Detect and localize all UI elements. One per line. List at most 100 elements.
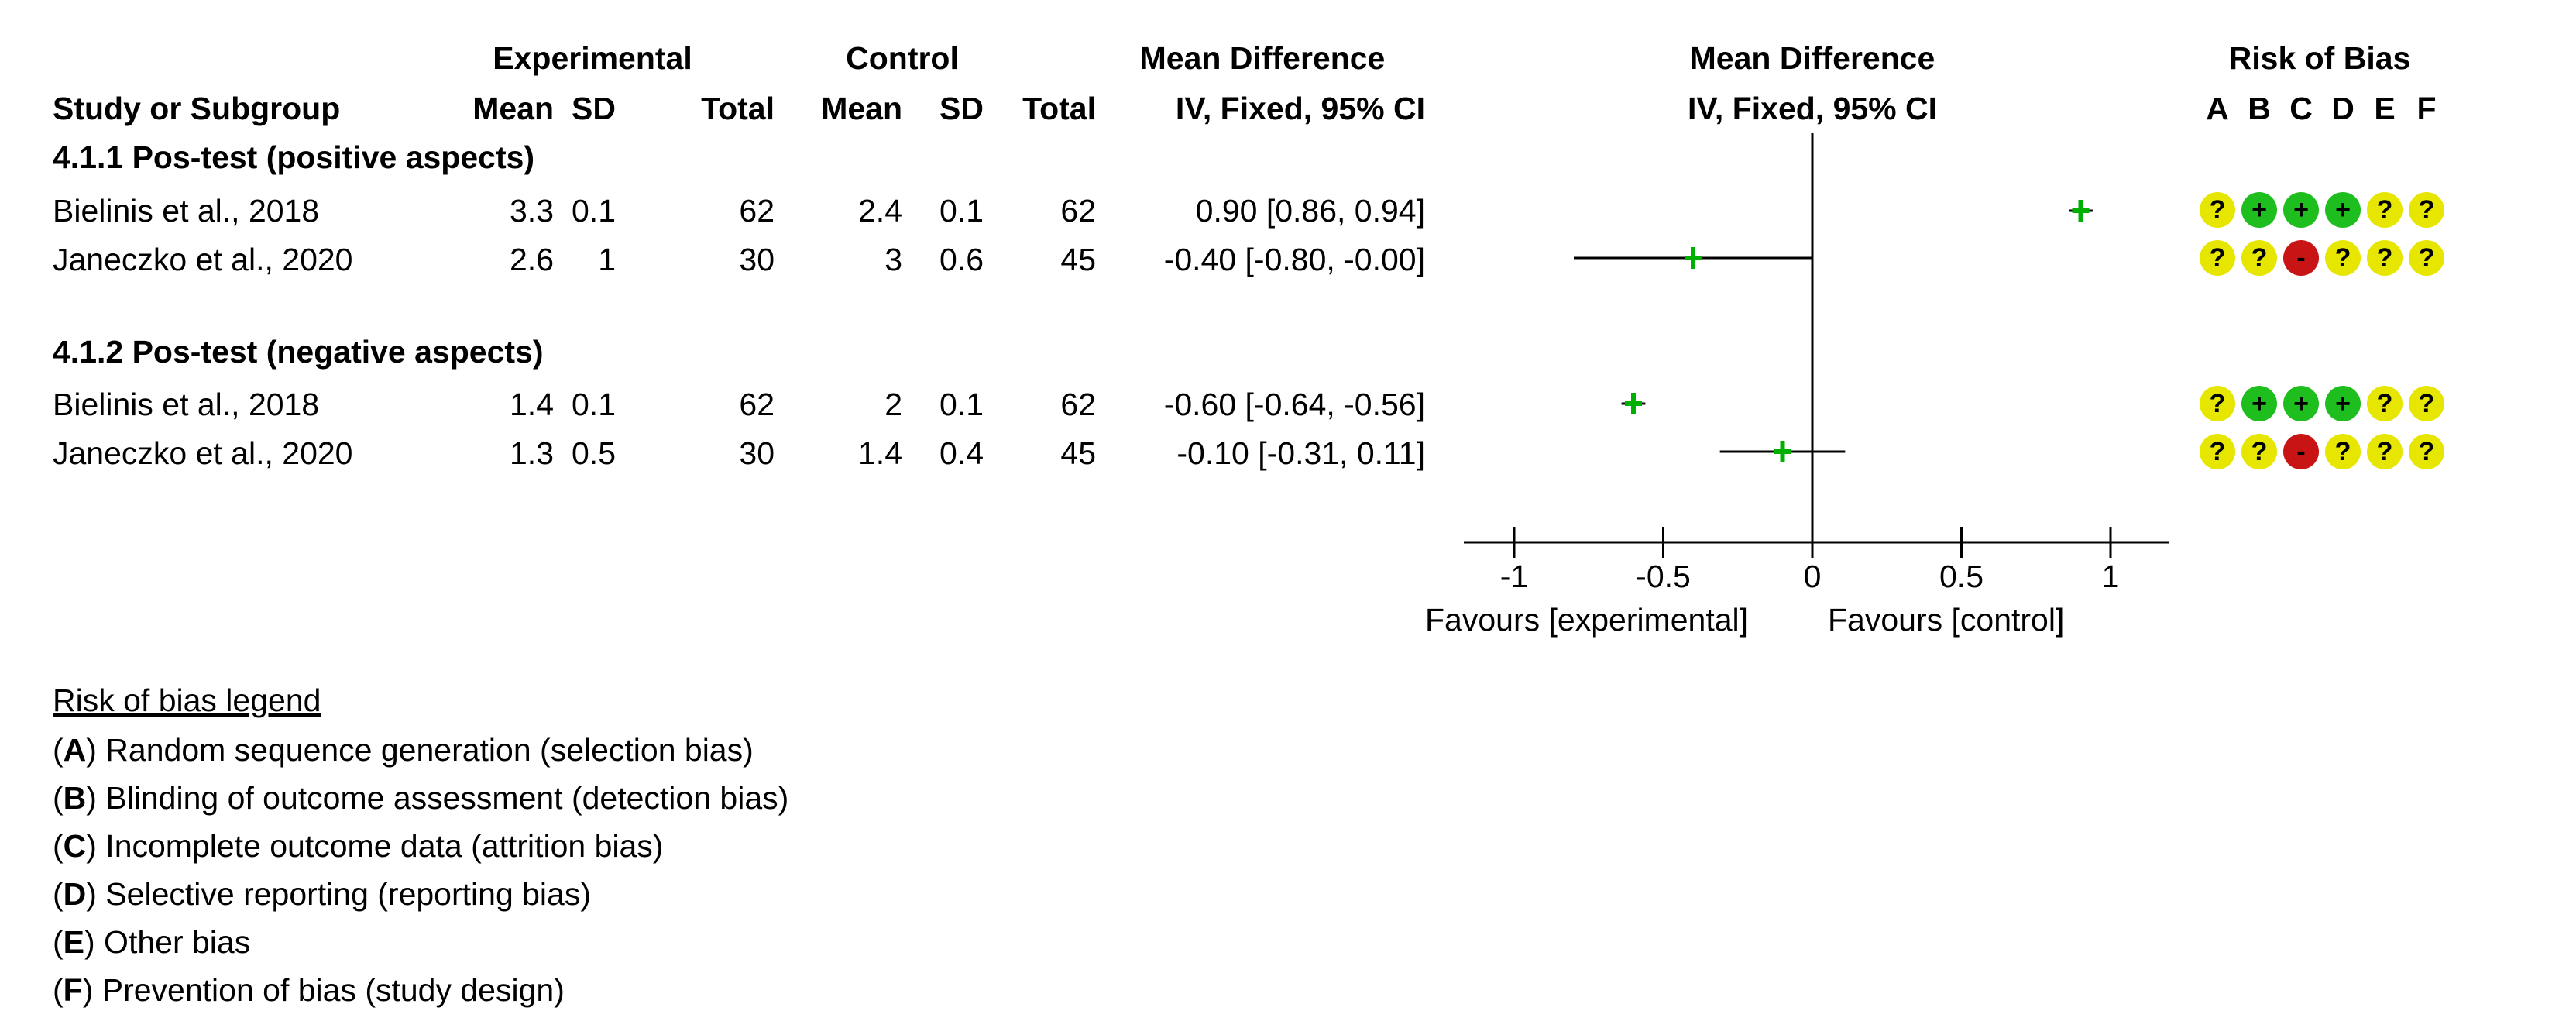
ctl-mean: 2 — [884, 387, 902, 422]
legend-text: ) Random sequence generation (selection … — [86, 732, 754, 768]
legend-text: ) Blinding of outcome assessment (detect… — [86, 780, 789, 816]
exp-sd: 0.1 — [572, 387, 616, 422]
rob-unclear-icon: ? — [2367, 192, 2403, 228]
point-estimate-v — [2078, 200, 2083, 222]
ctl-mean: 3 — [884, 242, 902, 277]
legend-letter: F — [63, 972, 83, 1008]
ctl-total: 62 — [1060, 193, 1096, 229]
study-name: Janeczko et al., 2020 — [53, 435, 353, 471]
rob-unclear-icon: ? — [2325, 240, 2361, 276]
effect-estimate: -0.40 [-0.80, -0.00] — [1163, 242, 1425, 277]
rob-unclear-icon: ? — [2409, 434, 2444, 469]
legend-text: ) Selective reporting (reporting bias) — [86, 876, 592, 912]
legend-item: (D) Selective reporting (reporting bias) — [53, 876, 592, 912]
header-exp-sd: SD — [572, 91, 616, 126]
x-tick-label: 0 — [1804, 559, 1822, 594]
ctl-sd: 0.4 — [939, 435, 984, 471]
legend-letter: E — [63, 924, 85, 960]
rob-low-icon: + — [2241, 386, 2277, 421]
rob-letter-d: D — [2331, 91, 2354, 126]
header-control: Control — [846, 40, 959, 76]
effect-estimate: -0.10 [-0.31, 0.11] — [1176, 435, 1425, 471]
rob-unclear-icon: ? — [2241, 240, 2277, 276]
legend-text: ) Prevention of bias (study design) — [82, 972, 565, 1008]
exp-total: 30 — [739, 242, 775, 277]
subgroup-title-negative: 4.1.2 Pos-test (negative aspects) — [53, 334, 544, 370]
rob-letter-e: E — [2374, 91, 2396, 126]
rob-unclear-icon: ? — [2200, 240, 2235, 276]
ctl-sd: 0.1 — [939, 387, 984, 422]
x-tick-label: -0.5 — [1636, 559, 1691, 594]
legend-letter: A — [63, 732, 87, 768]
exp-sd: 1 — [598, 242, 616, 277]
exp-total: 62 — [739, 387, 775, 422]
favours-control-label: Favours [control] — [1828, 602, 2065, 638]
rob-low-icon: + — [2283, 192, 2319, 228]
effect-estimate: 0.90 [0.86, 0.94] — [1195, 193, 1425, 229]
exp-mean: 1.4 — [510, 387, 554, 422]
effect-estimate: -0.60 [-0.64, -0.56] — [1163, 387, 1425, 422]
rob-letter-b: B — [2248, 91, 2271, 126]
study-name: Bielinis et al., 2018 — [53, 387, 320, 422]
ctl-total: 62 — [1060, 387, 1096, 422]
header-ctl-sd: SD — [939, 91, 984, 126]
header-experimental: Experimental — [493, 40, 692, 76]
rob-unclear-icon: ? — [2367, 386, 2403, 421]
exp-total: 30 — [739, 435, 775, 471]
point-estimate-v — [1691, 247, 1695, 269]
ctl-mean: 1.4 — [858, 435, 902, 471]
legend-letter: D — [63, 876, 87, 912]
rob-unclear-icon: ? — [2200, 192, 2235, 228]
rob-unclear-icon: ? — [2409, 386, 2444, 421]
rob-high-icon: - — [2283, 434, 2319, 469]
point-estimate-v — [1631, 393, 1636, 414]
header-mean-difference-right: Mean Difference — [1689, 40, 1935, 76]
rob-letter-c: C — [2289, 91, 2313, 126]
rob-unclear-icon: ? — [2325, 434, 2361, 469]
legend-item: (A) Random sequence generation (selectio… — [53, 732, 754, 768]
legend-item: (F) Prevention of bias (study design) — [53, 972, 565, 1008]
x-tick-label: -1 — [1500, 559, 1528, 594]
rob-low-icon: + — [2325, 192, 2361, 228]
rob-unclear-icon: ? — [2200, 434, 2235, 469]
x-tick-label: 0.5 — [1939, 559, 1984, 594]
exp-sd: 0.5 — [572, 435, 616, 471]
rob-low-icon: + — [2241, 192, 2277, 228]
rob-low-icon: + — [2325, 386, 2361, 421]
study-name: Janeczko et al., 2020 — [53, 242, 353, 277]
exp-mean: 1.3 — [510, 435, 554, 471]
exp-mean: 2.6 — [510, 242, 554, 277]
ctl-sd: 0.6 — [939, 242, 984, 277]
ctl-sd: 0.1 — [939, 193, 984, 229]
header-ctl-total: Total — [1022, 91, 1096, 126]
legend-text: ) Other bias — [84, 924, 251, 960]
legend-letter: B — [63, 780, 87, 816]
legend-item: (E) Other bias — [53, 924, 251, 960]
rob-high-icon: - — [2283, 240, 2319, 276]
point-estimate-v — [1780, 441, 1785, 462]
ctl-total: 45 — [1060, 435, 1096, 471]
study-name: Bielinis et al., 2018 — [53, 193, 320, 229]
rob-low-icon: + — [2283, 386, 2319, 421]
header-exp-mean: Mean — [472, 91, 554, 126]
exp-mean: 3.3 — [510, 193, 554, 229]
ctl-mean: 2.4 — [858, 193, 902, 229]
legend-text: ) Incomplete outcome data (attrition bia… — [86, 828, 664, 864]
rob-letter-a: A — [2206, 91, 2229, 126]
subgroup-title-positive: 4.1.1 Pos-test (positive aspects) — [53, 139, 535, 175]
header-risk-of-bias: Risk of Bias — [2228, 40, 2411, 76]
rob-unclear-icon: ? — [2367, 434, 2403, 469]
header-exp-total: Total — [701, 91, 775, 126]
exp-total: 62 — [739, 193, 775, 229]
rob-unclear-icon: ? — [2367, 240, 2403, 276]
x-tick-label: 1 — [2102, 559, 2120, 594]
legend-item: (C) Incomplete outcome data (attrition b… — [53, 828, 664, 864]
rob-letter-f: F — [2416, 91, 2437, 126]
legend-letter: C — [63, 828, 87, 864]
header-iv-fixed-right: IV, Fixed, 95% CI — [1687, 91, 1938, 126]
ctl-total: 45 — [1060, 242, 1096, 277]
rob-unclear-icon: ? — [2200, 386, 2235, 421]
rob-unclear-icon: ? — [2241, 434, 2277, 469]
header-study-or-subgroup: Study or Subgroup — [53, 91, 341, 126]
